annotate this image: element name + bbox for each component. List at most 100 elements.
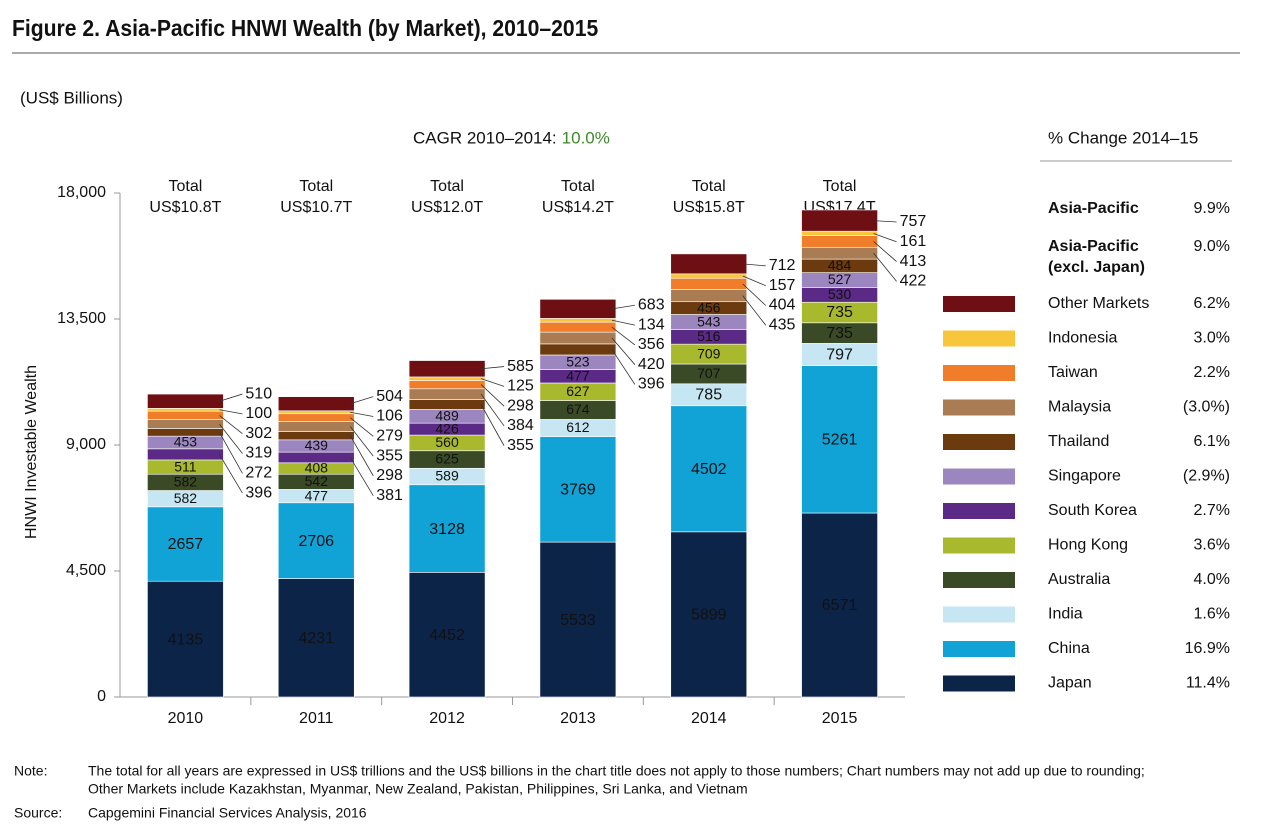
leader-line xyxy=(742,283,767,306)
value-label: 413 xyxy=(900,253,927,270)
leader-line xyxy=(480,384,505,407)
legend-label: India xyxy=(1048,606,1083,623)
value-label: 674 xyxy=(566,401,590,417)
leader-line xyxy=(611,304,635,310)
value-label: 355 xyxy=(376,447,403,464)
value-label: 125 xyxy=(507,378,534,395)
value-label: 627 xyxy=(566,383,590,399)
region-name: Asia-Pacific xyxy=(1048,238,1139,255)
legend-swatch xyxy=(943,468,1015,485)
legend-label: Hong Kong xyxy=(1048,537,1128,554)
value-label: 439 xyxy=(305,437,329,453)
leader-line xyxy=(481,366,505,370)
leader-line xyxy=(873,252,897,282)
value-label: 785 xyxy=(695,387,722,404)
bar-segment xyxy=(801,365,878,514)
leader-line xyxy=(611,337,636,365)
total-value: US$10.8T xyxy=(149,199,221,216)
value-label: 5533 xyxy=(560,612,596,629)
bar-segment xyxy=(801,209,878,232)
legend-label: China xyxy=(1048,640,1090,657)
bar-segment xyxy=(801,230,878,237)
bar-segment xyxy=(277,396,355,412)
y-tick-label: 9,000 xyxy=(66,436,106,453)
total-value: US$14.2T xyxy=(542,199,614,216)
bar-segment xyxy=(277,413,355,422)
value-label: 477 xyxy=(566,368,590,384)
bar-segment xyxy=(670,277,748,290)
leader-line xyxy=(611,326,636,346)
value-label: 456 xyxy=(697,299,721,315)
bar-segment xyxy=(801,235,878,248)
legend-label: Taiwan xyxy=(1048,364,1098,381)
bar-segment xyxy=(408,380,486,390)
leader-line xyxy=(611,319,635,326)
value-label: 511 xyxy=(174,458,197,474)
total-label: Total xyxy=(823,178,857,195)
value-label: 2706 xyxy=(298,533,334,550)
value-label: 477 xyxy=(305,487,329,503)
legend-label: Other Markets xyxy=(1048,295,1149,312)
value-label: 530 xyxy=(828,286,852,302)
leader-line xyxy=(350,411,374,417)
legend-label: Thailand xyxy=(1048,433,1109,450)
x-tick-label: 2011 xyxy=(299,710,334,727)
value-label: 272 xyxy=(245,464,272,481)
leader-line xyxy=(349,435,374,477)
bar-segment xyxy=(277,410,355,415)
y-tick-label: 4,500 xyxy=(66,562,106,579)
value-label: 420 xyxy=(638,356,665,373)
value-label: 585 xyxy=(507,358,534,375)
legend-label: Malaysia xyxy=(1048,399,1111,416)
bar-segment xyxy=(801,512,878,698)
value-label: 396 xyxy=(638,376,665,393)
bar-segment xyxy=(408,572,486,698)
leader-line xyxy=(349,457,374,496)
leader-line xyxy=(219,432,243,474)
value-label: 625 xyxy=(435,451,459,467)
legend-swatch xyxy=(943,330,1015,347)
value-label: 298 xyxy=(376,467,403,484)
value-label: 157 xyxy=(769,277,796,294)
source: Capgemini Financial Services Analysis, 2… xyxy=(88,805,367,821)
value-label: 582 xyxy=(174,474,198,490)
value-label: 3769 xyxy=(560,482,596,499)
legend-swatch xyxy=(943,572,1015,588)
value-label: 709 xyxy=(697,345,721,361)
bar-segment xyxy=(539,541,617,698)
bar-segment xyxy=(801,246,878,260)
legend-change: 3.6% xyxy=(1194,537,1230,554)
legend-change: 2.7% xyxy=(1194,502,1230,519)
total-label: Total xyxy=(430,178,464,195)
leader-line xyxy=(742,275,766,287)
value-label: 484 xyxy=(828,257,852,273)
value-label: 422 xyxy=(900,273,927,290)
leader-line xyxy=(611,349,636,385)
bar-segment xyxy=(408,484,486,573)
total-label: Total xyxy=(169,178,203,195)
bar-segment xyxy=(670,405,748,533)
bar-segment xyxy=(539,298,617,319)
region-sub: (excl. Japan) xyxy=(1048,259,1145,276)
value-label: 384 xyxy=(507,417,534,434)
value-label: 453 xyxy=(174,434,198,450)
value-label: 279 xyxy=(376,427,403,444)
note: The total for all years are expressed in… xyxy=(88,763,1145,779)
bar-segment xyxy=(147,428,224,437)
total-label: Total xyxy=(299,178,333,195)
value-label: 356 xyxy=(638,336,665,353)
bar-segment xyxy=(277,431,355,441)
x-tick-label: 2015 xyxy=(822,710,858,727)
bar-segment xyxy=(277,451,355,464)
bar-segment xyxy=(539,331,617,345)
value-label: 426 xyxy=(435,420,459,436)
total-value: US$15.8T xyxy=(673,199,745,216)
change-title: % Change 2014–15 xyxy=(1048,128,1198,147)
leader-line xyxy=(349,426,374,457)
value-label: 582 xyxy=(174,490,198,506)
legend-label: Indonesia xyxy=(1048,330,1117,347)
x-tick-label: 2012 xyxy=(429,710,465,727)
note: Other Markets include Kazakhstan, Myanma… xyxy=(88,781,748,797)
leader-line xyxy=(480,404,505,446)
bar-segment xyxy=(670,531,748,698)
